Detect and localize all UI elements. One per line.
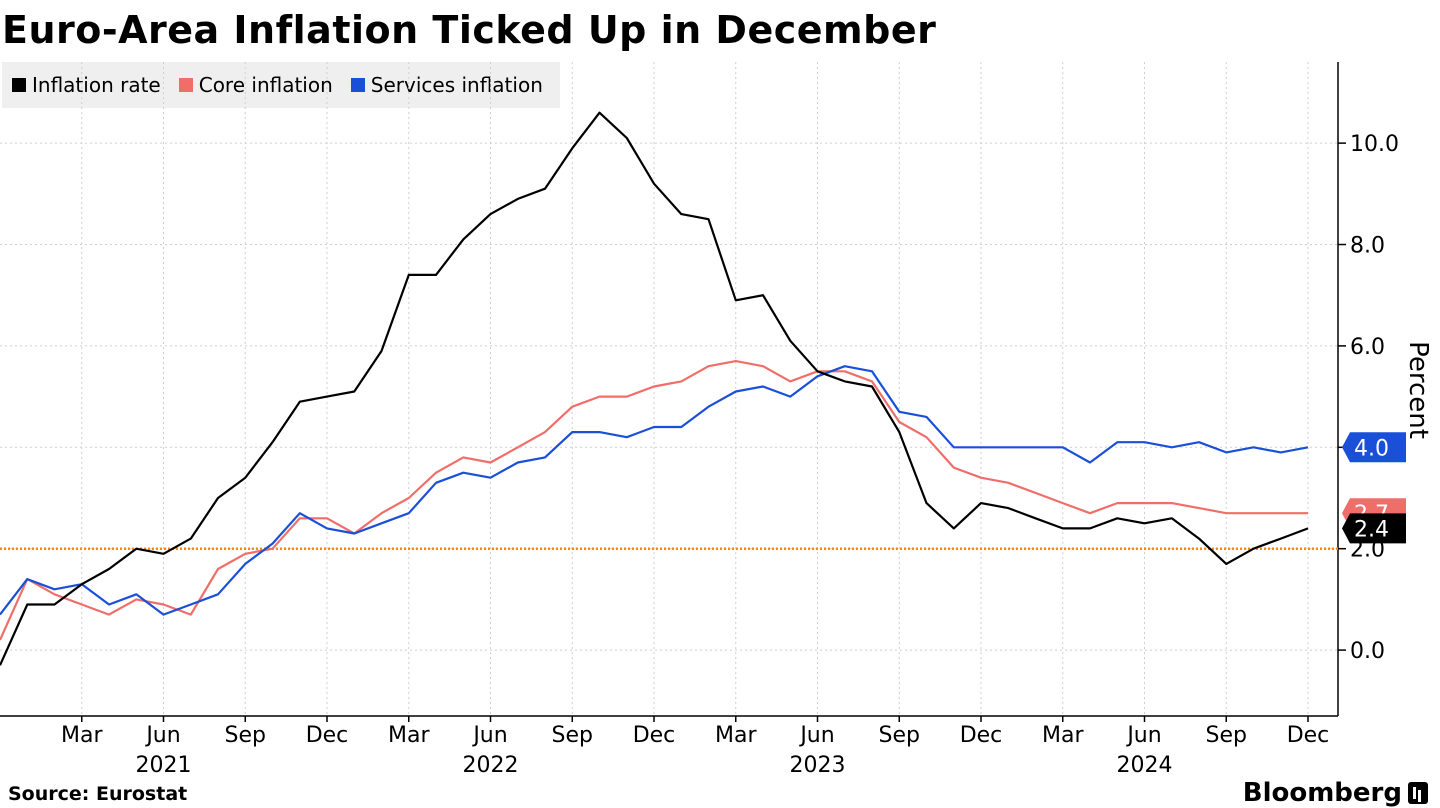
x-tick-label: Dec	[960, 723, 1003, 748]
x-year-label: 2024	[1117, 753, 1173, 778]
legend-item-core-inflation: Core inflation	[178, 73, 333, 97]
legend-label-inflation-rate: Inflation rate	[32, 73, 161, 97]
x-tick-label: Dec	[633, 723, 676, 748]
x-tick-label: Mar	[61, 723, 103, 748]
legend-swatch-inflation-rate	[12, 78, 26, 92]
y-tick-label: 10.0	[1350, 132, 1399, 157]
legend-label-services-inflation: Services inflation	[370, 73, 543, 97]
brand-name: Bloomberg	[1242, 778, 1402, 808]
legend-item-services-inflation: Services inflation	[350, 73, 543, 97]
x-tick-label: Mar	[388, 723, 430, 748]
source-note: Source: Eurostat	[8, 783, 188, 805]
legend-label-core-inflation: Core inflation	[198, 73, 333, 97]
brand-logo: Bloomberg	[1243, 778, 1428, 808]
legend: Inflation rate Core inflation Services i…	[2, 62, 560, 108]
x-year-label: 2021	[136, 753, 192, 778]
end-label-inflation-rate-value: 2.4	[1354, 517, 1389, 542]
y-tick-label: 6.0	[1350, 335, 1385, 360]
x-tick-label: Jun	[471, 723, 507, 748]
x-tick-label: Jun	[798, 723, 834, 748]
x-tick-label: Mar	[1042, 723, 1084, 748]
x-tick-label: Jun	[144, 723, 180, 748]
x-year-label: 2023	[790, 753, 846, 778]
legend-swatch-core-inflation	[178, 78, 193, 92]
legend-swatch-services-inflation	[350, 78, 365, 92]
y-axis-title: Percent	[1403, 341, 1433, 439]
y-tick-label: 8.0	[1350, 234, 1385, 259]
x-tick-label: Sep	[1206, 723, 1247, 748]
x-year-label: 2022	[463, 753, 519, 778]
x-tick-label: Sep	[225, 723, 266, 748]
y-tick-label: 0.0	[1350, 639, 1385, 664]
x-tick-label: Dec	[306, 723, 349, 748]
end-label-inflation-rate-flag	[1342, 513, 1406, 544]
series-line-core-inflation	[0, 360, 1308, 641]
x-tick-label: Jun	[1125, 723, 1161, 748]
chart-title: Euro-Area Inflation Ticked Up in Decembe…	[2, 8, 937, 52]
x-tick-label: Sep	[552, 723, 593, 748]
x-tick-label: Sep	[879, 723, 920, 748]
bloomberg-icon	[1408, 782, 1428, 804]
series-line-services-inflation	[0, 365, 1309, 616]
end-label-services-inflation-value: 4.0	[1354, 436, 1389, 461]
end-label-services-inflation-flag	[1342, 432, 1406, 463]
series-line-inflation-rate	[0, 111, 1309, 666]
x-tick-label: Mar	[715, 723, 757, 748]
x-tick-label: Dec	[1287, 723, 1330, 748]
legend-item-inflation-rate: Inflation rate	[12, 73, 161, 97]
